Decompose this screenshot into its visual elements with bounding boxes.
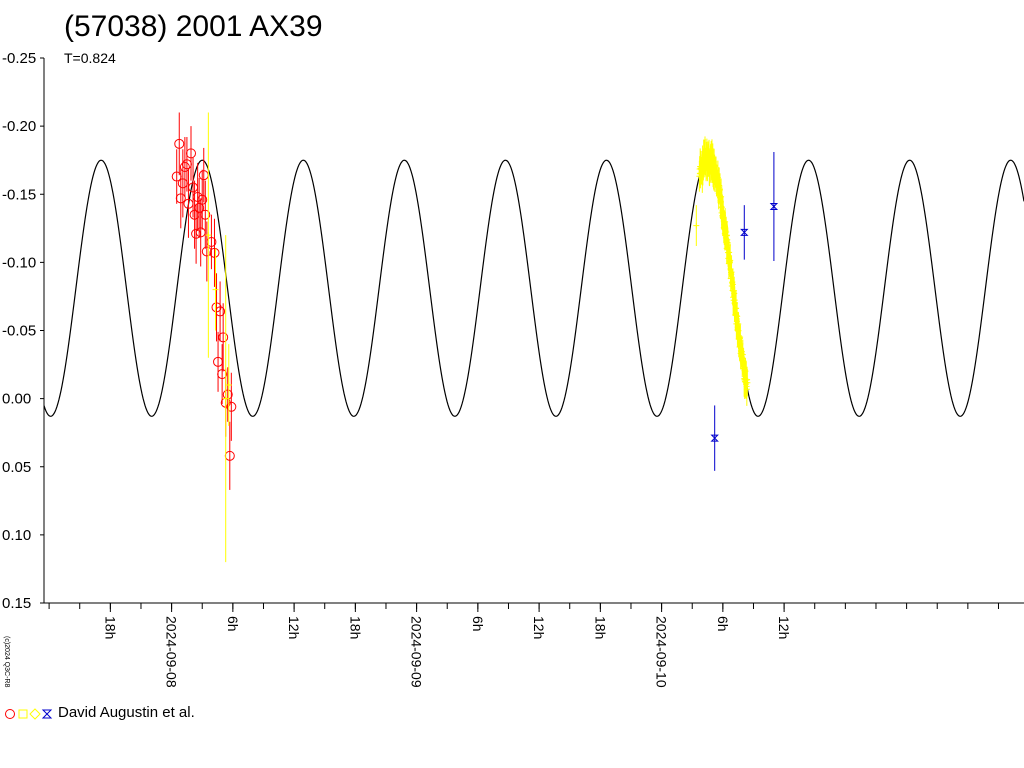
data-point	[740, 228, 749, 236]
data-point	[197, 194, 208, 205]
data-point	[174, 138, 185, 149]
x-tick-label: 18h	[592, 616, 608, 639]
legend-circle-icon	[5, 709, 15, 719]
x-tick-label: 2024-09-10	[654, 616, 670, 688]
y-tick-label: -0.25	[2, 50, 36, 67]
data-point	[728, 269, 735, 276]
data-point	[218, 332, 229, 343]
y-tick-label: -0.20	[2, 118, 36, 135]
data-point	[693, 222, 700, 229]
data-point	[205, 232, 212, 239]
y-tick-label: 0.00	[2, 391, 31, 408]
legend-square-icon	[18, 709, 28, 719]
version-tag: (c)2024 Q3C-R8	[3, 636, 10, 688]
data-point	[175, 193, 186, 204]
x-tick-label: 2024-09-08	[164, 616, 180, 688]
data-point	[226, 401, 237, 412]
data-point	[209, 247, 220, 258]
model-curve-layer	[43, 159, 1024, 417]
legend-hourglass-icon	[41, 709, 53, 719]
y-tick-label: -0.15	[2, 186, 36, 203]
x-tick-label: 12h	[286, 616, 302, 639]
data-points	[171, 112, 779, 563]
x-tick-label: 2024-09-09	[409, 616, 425, 688]
y-tick-label: 0.15	[2, 595, 31, 612]
data-point	[186, 148, 196, 159]
legend-label: David Augustin et al.	[58, 704, 195, 721]
x-tick-label: 6h	[225, 616, 241, 632]
chart-subtitle: T=0.824	[64, 50, 116, 66]
x-tick-label: 6h	[470, 616, 486, 632]
data-point	[206, 236, 217, 247]
model-curve	[43, 159, 1024, 417]
data-point	[212, 286, 219, 293]
data-point	[217, 369, 228, 380]
y-tick-label: -0.05	[2, 323, 36, 340]
x-tick-label: 12h	[776, 616, 792, 639]
data-point	[179, 162, 190, 172]
data-point	[225, 382, 232, 388]
x-tick-label: 12h	[531, 616, 547, 639]
data-point	[200, 209, 211, 220]
legend-symbols	[5, 708, 53, 720]
x-ticks: 18h 2024-09-08 6h 12h 18h 2024-09-09 6h 12h 18h 2…	[48, 603, 999, 688]
data-point	[744, 379, 751, 386]
y-tick-label: 0.10	[2, 527, 31, 544]
data-point	[222, 395, 229, 402]
x-tick-label: 6h	[715, 616, 731, 632]
y-tick-label: -0.10	[2, 254, 36, 271]
y-ticks: -0.25 -0.20 -0.15 -0.10 -0.05 0.00 0.05 0.10 0.1…	[2, 50, 44, 612]
y-tick-label: 0.05	[2, 459, 31, 476]
x-tick-label: 18h	[102, 616, 118, 639]
chart-title: (57038) 2001 AX39	[64, 10, 323, 43]
legend-diamond-icon	[29, 708, 41, 720]
data-point	[769, 203, 779, 211]
x-tick-label: 18h	[347, 616, 363, 639]
data-point	[710, 434, 719, 442]
